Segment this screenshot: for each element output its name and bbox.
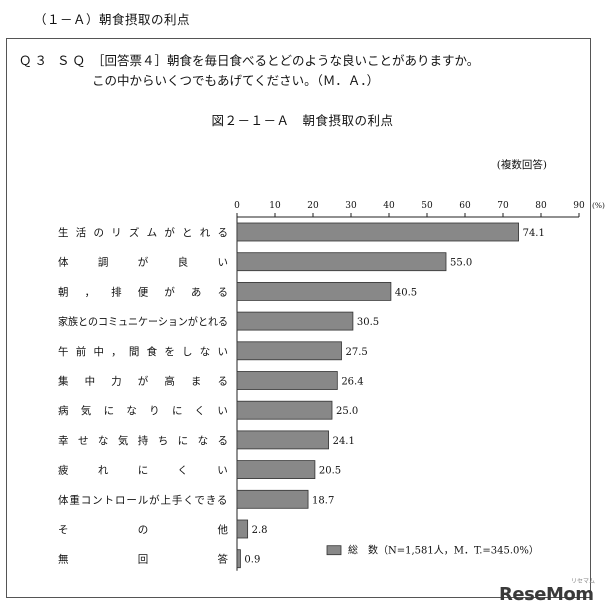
bar: [236, 252, 447, 272]
bar-value-label: 30.5: [357, 317, 379, 328]
bar-value-label: 26.4: [341, 377, 363, 388]
bar: [236, 311, 354, 331]
bar: [236, 519, 249, 539]
category-label: 体調が良い: [58, 256, 257, 269]
x-axis-unit: (%): [592, 201, 605, 210]
bar: [236, 341, 342, 361]
x-tick-label: 90: [573, 201, 585, 211]
multiple-answer-note: (複数回答): [496, 159, 547, 171]
category-label: 幸せな気持ちになる: [58, 434, 237, 447]
question-frame: [6, 38, 591, 598]
x-tick-label: 20: [307, 201, 319, 211]
bar-value-label: 2.8: [252, 525, 268, 536]
bar-value-label: 24.1: [333, 436, 355, 447]
category-label: 病気になりにくい: [58, 404, 240, 417]
category-label: 集中力が高まる: [58, 375, 244, 388]
x-tick-label: 0: [234, 201, 240, 211]
x-tick-label: 70: [497, 201, 509, 211]
x-tick-label: 30: [345, 201, 357, 211]
question-text-line1: ［回答票４］朝食を毎日食べるとどのような良いことがありますか。: [92, 53, 480, 68]
x-tick-label: 40: [383, 201, 395, 211]
category-label: 疲れにくい: [58, 464, 257, 477]
resemom-logo: ReseMom リセマム: [499, 578, 595, 608]
logo-text: ReseMom: [499, 584, 594, 605]
question-text-line2: この中からいくつでもあげてください。（Ｍ．Ａ．）: [92, 73, 380, 88]
category-label: その他: [58, 523, 297, 536]
bar: [236, 430, 329, 450]
bar-value-label: 18.7: [312, 495, 334, 506]
category-label: 体重コントロールが上手くできる: [58, 493, 228, 506]
logo-subtext: リセマム: [570, 578, 595, 585]
category-label: 無回答: [58, 553, 297, 566]
bar-value-label: 40.5: [395, 287, 417, 298]
bar-value-label: 74.1: [523, 228, 545, 239]
category-label: 朝，排便がある: [58, 285, 244, 298]
bar: [236, 281, 392, 301]
category-label: 家族とのコミュニケーションがとれる: [58, 315, 228, 328]
figure-title: 図２－１－Ａ 朝食摂取の利点: [211, 113, 394, 128]
x-tick-label: 10: [269, 201, 281, 211]
section-title: （１－Ａ）朝食摂取の利点: [34, 12, 191, 27]
bar-value-label: 25.0: [336, 406, 358, 417]
bar: [236, 549, 241, 569]
category-label: 午前中，間食をしない: [58, 345, 235, 358]
bar: [236, 489, 309, 509]
bar: [236, 371, 338, 390]
bar: [236, 222, 519, 242]
category-label: 生活のリズムがとれる: [58, 226, 235, 239]
bar-value-label: 27.5: [346, 347, 368, 358]
x-tick-label: 80: [535, 201, 547, 211]
bar: [236, 460, 316, 480]
bar-value-label: 20.5: [319, 466, 341, 477]
legend-label: 総 数（N=1,581人，M．T.=345.0%）: [348, 544, 539, 557]
x-tick-label: 50: [421, 201, 433, 211]
bar: [236, 400, 333, 420]
bar-value-label: 0.9: [244, 555, 260, 566]
bar-value-label: 55.0: [450, 258, 472, 269]
question-code: Ｑ３ ＳＱ: [19, 53, 88, 68]
legend-swatch: [326, 545, 342, 556]
x-tick-label: 60: [459, 201, 471, 211]
